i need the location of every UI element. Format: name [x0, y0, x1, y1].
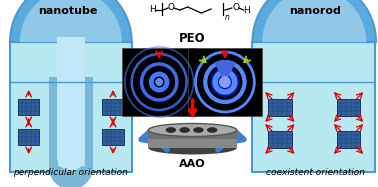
Ellipse shape [149, 123, 237, 137]
Text: coexistent orientation: coexistent orientation [266, 168, 365, 177]
Wedge shape [214, 60, 236, 82]
Text: nanorod: nanorod [289, 6, 341, 16]
Bar [268, 99, 292, 116]
Bar [102, 99, 124, 115]
Bar [102, 129, 124, 145]
Bar [122, 48, 197, 116]
Ellipse shape [166, 128, 176, 133]
Ellipse shape [194, 128, 203, 133]
Circle shape [219, 76, 231, 88]
Ellipse shape [149, 142, 237, 154]
Ellipse shape [180, 128, 190, 133]
Bar [187, 48, 262, 116]
Wedge shape [20, 0, 122, 42]
Wedge shape [10, 0, 132, 42]
Text: PEO: PEO [179, 32, 206, 45]
Wedge shape [253, 0, 376, 42]
Wedge shape [49, 167, 93, 187]
Text: H: H [149, 4, 156, 13]
Wedge shape [57, 157, 85, 171]
Circle shape [210, 67, 240, 97]
FancyBboxPatch shape [85, 77, 93, 167]
Text: n: n [225, 13, 229, 22]
Text: O: O [232, 2, 239, 11]
Text: AAO: AAO [179, 159, 206, 169]
FancyBboxPatch shape [10, 42, 132, 172]
Bar [149, 139, 237, 148]
Text: perpendicular orientation: perpendicular orientation [13, 168, 128, 177]
Text: nanotube: nanotube [38, 6, 98, 16]
Bar [268, 131, 292, 148]
FancyBboxPatch shape [49, 77, 57, 167]
FancyBboxPatch shape [57, 37, 85, 77]
Text: H: H [243, 5, 250, 15]
Wedge shape [262, 0, 366, 42]
Bar [337, 131, 360, 148]
Bar [18, 129, 39, 145]
FancyBboxPatch shape [57, 72, 85, 157]
Circle shape [155, 78, 163, 86]
Ellipse shape [207, 128, 217, 133]
Bar [18, 99, 39, 115]
Bar [337, 99, 360, 116]
FancyBboxPatch shape [253, 42, 375, 172]
Text: O: O [167, 2, 174, 11]
Bar [149, 130, 237, 148]
